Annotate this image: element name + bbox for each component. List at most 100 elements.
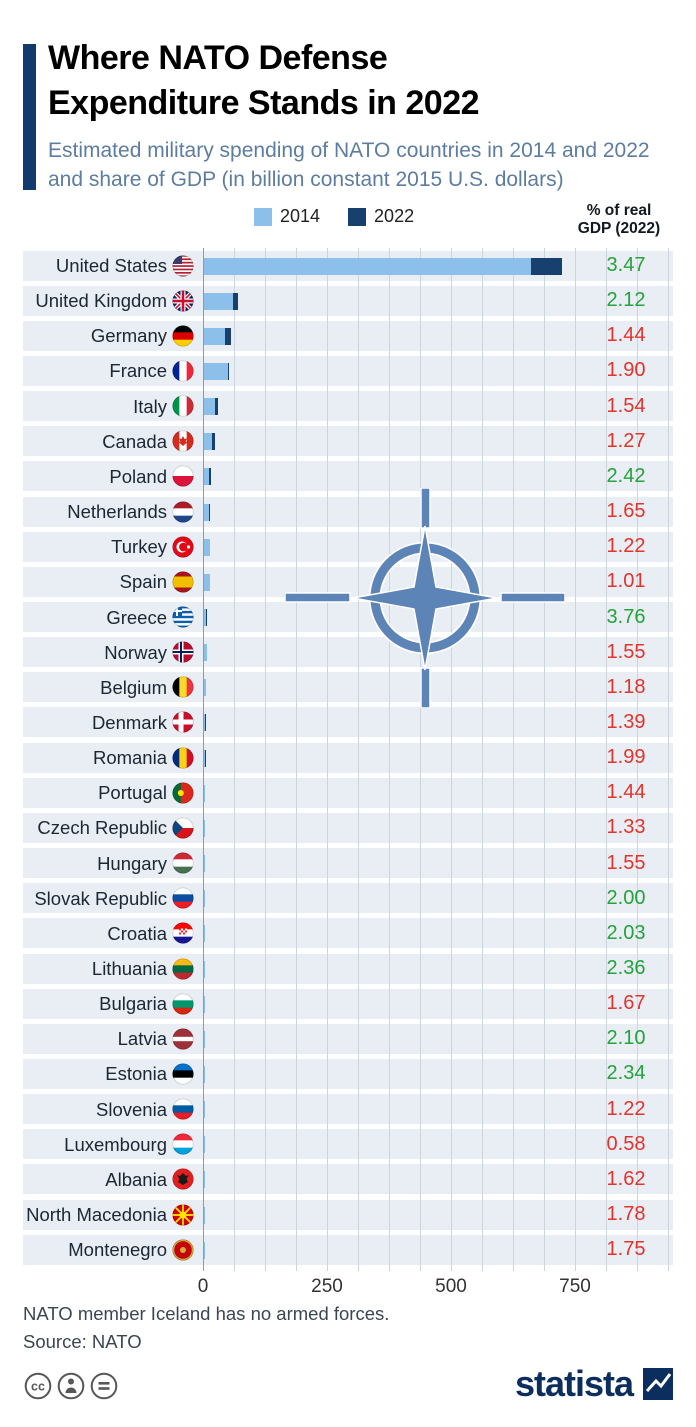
- flag-icon: [172, 500, 194, 523]
- bar-2014: [203, 995, 205, 1013]
- row-band: [23, 1058, 673, 1089]
- x-tick-label: 0: [197, 1276, 209, 1297]
- row-band: [23, 285, 673, 316]
- bar-2014: [203, 679, 206, 697]
- bar-2014: [203, 292, 233, 310]
- flag-icon: [172, 711, 194, 734]
- gridline: [637, 248, 638, 1271]
- flag-icon: [172, 606, 194, 628]
- legend: 2014 2022: [254, 206, 414, 227]
- country-label: Belgium: [100, 676, 167, 698]
- source-line: Source: NATO: [23, 1331, 142, 1352]
- bar-2014: [203, 925, 205, 943]
- gdp-value: 2.10: [606, 1027, 646, 1050]
- country-label: Montenegro: [68, 1239, 167, 1261]
- row-band: [23, 1234, 673, 1265]
- equals-icon[interactable]: [90, 1372, 118, 1400]
- flag-icon: [172, 536, 194, 558]
- statista-logo[interactable]: statista: [515, 1363, 673, 1405]
- attribution-icon[interactable]: [57, 1372, 85, 1400]
- country-label: Portugal: [98, 782, 167, 804]
- gdp-value: 1.55: [606, 640, 646, 663]
- gdp-value: 1.78: [606, 1203, 646, 1226]
- gridline: [575, 248, 576, 1271]
- bar-2014: [203, 257, 531, 275]
- page-title: Where NATO Defense Expenditure Stands in…: [48, 36, 480, 126]
- gdp-header-line-2: GDP (2022): [577, 220, 661, 237]
- flag-icon: [172, 852, 194, 874]
- bar-2014: [203, 1136, 205, 1154]
- bar-2014: [203, 1206, 205, 1224]
- bar-2014: [203, 503, 209, 521]
- cc-icon[interactable]: cc: [24, 1372, 52, 1400]
- row-band: [23, 496, 673, 527]
- country-label: Canada: [102, 430, 167, 452]
- bar-2014: [203, 784, 206, 802]
- gdp-value: 1.54: [606, 394, 646, 417]
- gdp-value: 3.47: [606, 254, 646, 276]
- row-band: [23, 812, 673, 843]
- country-label: Greece: [106, 606, 167, 628]
- flag-icon: [172, 1028, 194, 1050]
- bar-2014: [203, 362, 229, 380]
- bar-2014: [203, 1171, 205, 1189]
- title-line-2: Expenditure Stands in 2022: [48, 84, 480, 122]
- gdp-value: 2.42: [606, 464, 646, 487]
- gdp-value: 1.44: [606, 324, 646, 347]
- country-label: Germany: [90, 325, 167, 347]
- bar-2014: [203, 433, 213, 451]
- flag-icon: [172, 571, 194, 593]
- row-band: [23, 602, 673, 632]
- country-label: Norway: [104, 641, 167, 663]
- country-label: Croatia: [107, 922, 167, 944]
- flag-icon: [172, 395, 194, 417]
- country-label: Albania: [105, 1168, 167, 1190]
- flag-icon: [172, 1239, 194, 1261]
- flag-icon: [172, 782, 194, 804]
- bar-2014: [203, 960, 205, 978]
- gridline: [265, 248, 266, 1271]
- gdp-value: 1.22: [606, 535, 646, 558]
- gridline: [513, 248, 514, 1271]
- row-band: [23, 848, 673, 879]
- row-band: [23, 918, 673, 949]
- gridline: [544, 248, 545, 1271]
- legend-label: 2022: [374, 206, 415, 226]
- legend-swatch: [348, 207, 367, 226]
- title-line-1: Where NATO Defense: [48, 39, 388, 77]
- flag-icon: [172, 254, 194, 277]
- country-label: Netherlands: [67, 501, 167, 523]
- gridline: [451, 248, 452, 1271]
- row-band: [23, 672, 673, 703]
- row-band: [23, 531, 673, 562]
- bar-2014: [203, 890, 205, 908]
- gdp-column-header: % of real GDP (2022): [563, 202, 675, 238]
- country-label: Denmark: [91, 711, 167, 733]
- row-band: [23, 953, 673, 984]
- gdp-value: 2.00: [606, 886, 646, 909]
- gdp-value: 1.22: [606, 1097, 646, 1120]
- row-band: [23, 426, 673, 457]
- country-label: Estonia: [105, 1063, 167, 1085]
- row-band: [23, 742, 673, 773]
- row-band: [23, 1199, 673, 1230]
- bar-2014: [203, 398, 216, 416]
- country-label: Romania: [92, 747, 167, 769]
- country-label: Hungary: [97, 852, 167, 874]
- gdp-value: 2.03: [606, 921, 646, 944]
- flag-icon: [172, 465, 194, 487]
- row-band: [23, 1164, 673, 1195]
- gridline: [668, 248, 669, 1271]
- country-label: Luxembourg: [64, 1133, 167, 1155]
- gdp-value: 1.55: [606, 851, 646, 874]
- cc-license[interactable]: cc: [24, 1372, 120, 1405]
- flag-icon: [172, 676, 194, 698]
- row-band: [23, 1023, 673, 1054]
- gdp-value: 3.76: [606, 605, 646, 628]
- bar-2014: [203, 1101, 205, 1119]
- x-tick-label: 750: [559, 1276, 591, 1297]
- bar-2014: [203, 538, 210, 556]
- row-band: [23, 566, 673, 597]
- gdp-value: 2.34: [606, 1062, 646, 1085]
- legend-swatch: [254, 207, 272, 226]
